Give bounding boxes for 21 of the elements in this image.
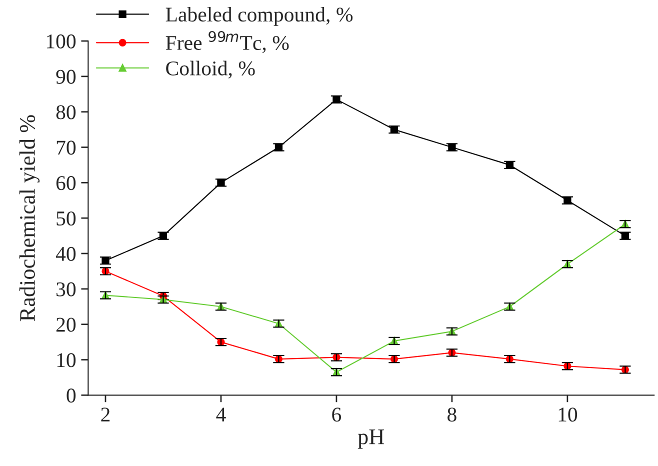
y-tick-label: 60 (56, 176, 76, 190)
y-tick-label: 70 (56, 140, 76, 155)
y-tick-label: 20 (56, 318, 76, 332)
x-tick-label: 10 (558, 408, 578, 422)
y-tick-label: 40 (56, 246, 76, 261)
x-axis-title: pH (358, 430, 384, 449)
y-tick-label: 80 (56, 105, 76, 120)
y-tick-label: 0 (66, 388, 76, 403)
x-tick-label: 8 (448, 408, 456, 422)
legend-label: Free $^{99m}$Tc, % (166, 31, 289, 54)
x-tick-label: 4 (216, 408, 226, 422)
y-axis-title: Radiochemical yield % (19, 115, 40, 322)
y-tick-label: 50 (56, 211, 76, 226)
legend-label: Labeled compound, % (166, 6, 353, 26)
legend-label: Colloid, % (166, 60, 255, 78)
x-tick-label: 2 (101, 408, 110, 422)
y-tick-label: 90 (56, 70, 76, 84)
y-tick-label: 100 (46, 34, 76, 48)
y-tick-label: 10 (57, 353, 76, 368)
y-tick-label: 30 (56, 282, 76, 296)
x-tick-label: 6 (332, 408, 342, 422)
